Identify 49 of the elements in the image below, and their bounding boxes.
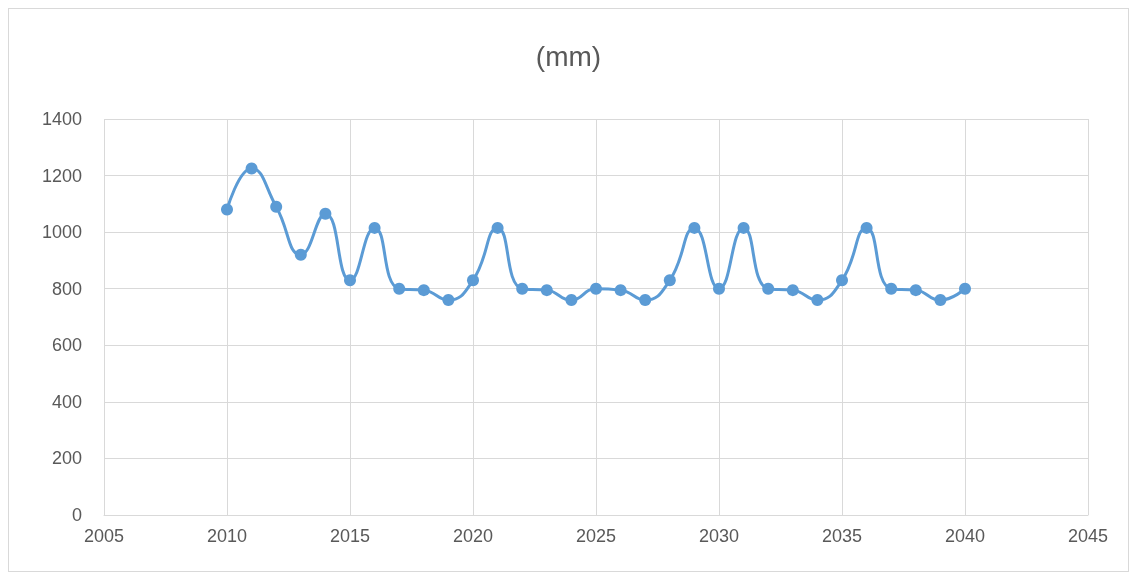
point (221, 203, 233, 216)
point (590, 282, 602, 295)
point (368, 221, 381, 234)
point (639, 294, 652, 307)
point (934, 294, 947, 307)
x-tick-label: 2030 (698, 526, 740, 546)
point (442, 294, 455, 307)
point (959, 282, 971, 295)
point (294, 248, 307, 261)
x-tick-label: 2010 (206, 526, 248, 546)
x-tick-label: 2035 (821, 526, 863, 546)
point (540, 284, 553, 297)
y-tick-label: 0 (71, 505, 82, 525)
point (319, 207, 332, 220)
x-tick-label: 2015 (329, 526, 371, 546)
point (909, 284, 922, 297)
point (417, 284, 430, 297)
point (614, 284, 627, 297)
point (565, 294, 578, 307)
point (737, 221, 750, 234)
chart-title: (mm) (535, 40, 602, 72)
point (516, 282, 529, 295)
point (860, 221, 873, 234)
point (811, 294, 824, 307)
point (713, 282, 725, 295)
point (836, 274, 848, 287)
y-tick-label: 800 (51, 278, 82, 299)
x-tick-label: 2040 (944, 526, 986, 546)
y-tick-label: 200 (51, 448, 82, 469)
x-tick-label: 2020 (452, 526, 494, 546)
point (491, 221, 504, 234)
y-tick-label: 1400 (41, 109, 82, 129)
x-tick-label: 2005 (83, 526, 125, 546)
x-tick-label: 2045 (1067, 526, 1109, 546)
point (270, 200, 283, 213)
y-tick-label: 1200 (41, 165, 82, 186)
point (344, 274, 356, 287)
y-tick-label: 1000 (41, 222, 82, 243)
y-tick-label: 600 (51, 335, 82, 356)
point (393, 282, 406, 295)
point (786, 284, 799, 297)
point (762, 282, 775, 295)
point (663, 274, 676, 287)
x-tick-label: 2025 (575, 526, 617, 546)
point (467, 274, 479, 287)
y-tick-label: 400 (51, 391, 82, 412)
point (688, 221, 701, 234)
point (245, 162, 258, 175)
point (885, 282, 898, 295)
